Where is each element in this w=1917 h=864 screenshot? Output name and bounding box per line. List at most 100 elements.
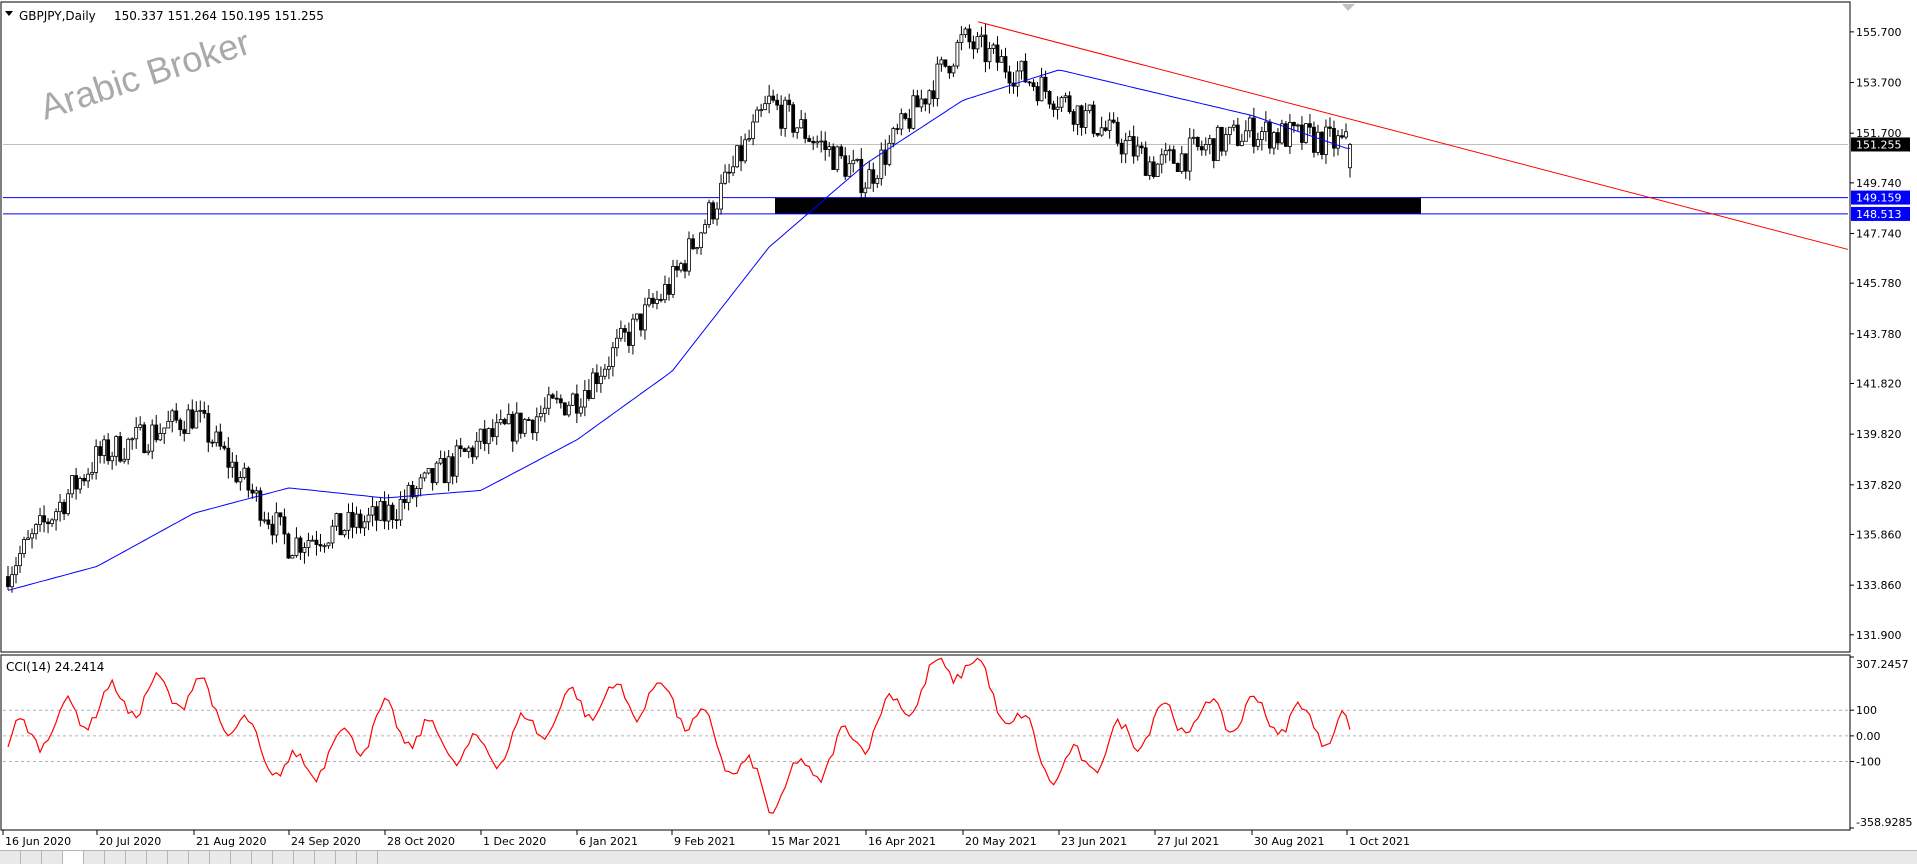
- candle-body: [54, 511, 58, 521]
- candle-body: [1055, 106, 1060, 110]
- candle-body: [174, 410, 179, 421]
- symbol-menu-icon[interactable]: [5, 11, 13, 16]
- candle-body: [1087, 104, 1092, 112]
- candle-body: [366, 514, 371, 523]
- tab[interactable]: ​: [357, 851, 378, 864]
- time-tick-label: 23 Jun 2021: [1061, 835, 1127, 848]
- candle-body: [675, 265, 679, 271]
- candle-body: [390, 504, 395, 520]
- candle-body: [1251, 117, 1256, 147]
- tab[interactable]: ​: [147, 851, 168, 864]
- candle-body: [659, 299, 663, 301]
- tab[interactable]: ​: [315, 851, 336, 864]
- tab[interactable]: ​: [42, 851, 63, 864]
- candle-body: [995, 44, 1000, 63]
- tab[interactable]: ​: [105, 851, 126, 864]
- candle-body: [458, 445, 463, 450]
- candle-body: [931, 90, 936, 99]
- tab[interactable]: ​: [21, 851, 42, 864]
- chart-shift-marker[interactable]: [1342, 4, 1355, 11]
- tab[interactable]: ​: [231, 851, 252, 864]
- symbol-label: GBPJPY,Daily: [19, 9, 96, 23]
- candle-body: [118, 436, 123, 462]
- candle-body: [370, 506, 375, 516]
- candle-body: [222, 445, 227, 449]
- tab[interactable]: ​: [189, 851, 210, 864]
- candle-body: [146, 450, 151, 454]
- candle-body: [1091, 104, 1096, 134]
- candle-body: [10, 574, 14, 588]
- candle-body: [791, 104, 796, 133]
- candle-body: [703, 224, 707, 234]
- candle-body: [530, 419, 535, 434]
- time-tick-label: 20 Jul 2020: [99, 835, 161, 848]
- candle-body: [314, 539, 319, 545]
- tab[interactable]: ​: [336, 851, 357, 864]
- tab[interactable]: ​: [0, 851, 21, 864]
- candle-body: [919, 98, 924, 108]
- candle-body: [358, 513, 363, 529]
- candle-body: [18, 553, 22, 567]
- candle-body: [783, 99, 788, 129]
- tab[interactable]: ​: [252, 851, 273, 864]
- candle-body: [1119, 142, 1124, 155]
- candle-body: [422, 472, 427, 479]
- candle-body: [1139, 145, 1144, 149]
- candle-body: [414, 488, 419, 498]
- candle-body: [218, 431, 223, 447]
- candle-body: [70, 475, 74, 495]
- candle-body: [334, 513, 339, 527]
- tab[interactable]: ​: [84, 851, 105, 864]
- candle-body: [326, 542, 331, 547]
- tab[interactable]: ​: [273, 851, 294, 864]
- tab[interactable]: ​: [168, 851, 189, 864]
- candle-body: [827, 146, 832, 150]
- candle-body: [983, 34, 988, 63]
- current-price-label: 151.255: [1856, 138, 1902, 151]
- candle-body: [198, 409, 203, 412]
- candle-body: [663, 283, 667, 301]
- candle-body: [947, 65, 952, 74]
- candle-body: [1348, 144, 1352, 169]
- candle-body: [442, 458, 447, 484]
- candle-body: [34, 524, 38, 535]
- candle-body: [1003, 56, 1008, 73]
- candle-body: [1147, 161, 1152, 176]
- candle-body: [775, 99, 780, 106]
- candle-body: [602, 368, 607, 377]
- time-tick-label: 20 May 2021: [965, 835, 1037, 848]
- candle-body: [1271, 132, 1276, 149]
- candle-body: [1103, 127, 1108, 131]
- tab[interactable]: ​: [126, 851, 147, 864]
- price-tick-label: 145.780: [1856, 277, 1902, 290]
- candle-body: [863, 187, 868, 194]
- tab-active[interactable]: ​: [63, 851, 84, 864]
- tab[interactable]: ​: [294, 851, 315, 864]
- candle-body: [943, 59, 948, 67]
- candle-body: [322, 545, 327, 548]
- candle-body: [1263, 121, 1268, 132]
- candle-body: [739, 145, 743, 162]
- candle-body: [1296, 124, 1300, 127]
- resistance-trendline[interactable]: [977, 21, 1849, 250]
- candle-body: [987, 48, 992, 63]
- tab[interactable]: ​: [210, 851, 231, 864]
- candle-body: [1115, 121, 1120, 144]
- candle-body: [210, 441, 215, 444]
- candle-body: [594, 372, 599, 384]
- candle-body: [534, 416, 539, 434]
- candle-body: [731, 166, 735, 174]
- candle-body: [142, 424, 147, 454]
- candle-body: [410, 484, 415, 498]
- candle-body: [991, 44, 996, 49]
- candle-body: [1239, 140, 1244, 146]
- candle-body: [1308, 123, 1312, 128]
- candle-body: [875, 177, 880, 184]
- candle-body: [1255, 139, 1260, 147]
- candle-body: [1035, 86, 1040, 102]
- candle-body: [763, 103, 768, 111]
- candle-body: [903, 113, 908, 119]
- candle-body: [266, 519, 271, 525]
- candle-body: [1332, 128, 1336, 149]
